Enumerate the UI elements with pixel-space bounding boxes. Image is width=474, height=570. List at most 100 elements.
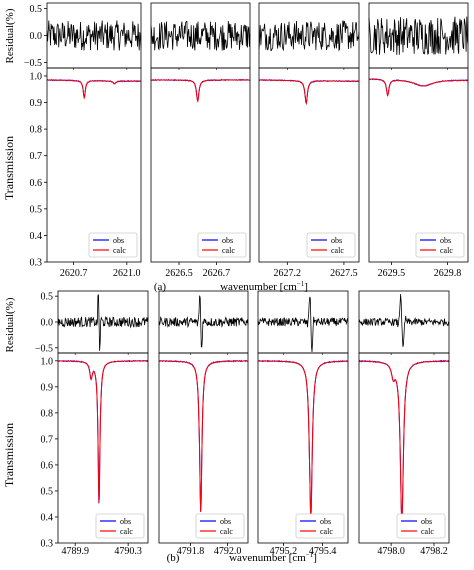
y-tick-label: 0.8: [41, 408, 54, 419]
panel-label-a: (a): [154, 281, 167, 293]
y-tick-label: 1.0: [41, 356, 54, 367]
legend-label: calc: [440, 246, 453, 255]
x-tick-label: 4789.9: [61, 546, 89, 557]
residual-y-tick-label: 0.5: [41, 292, 54, 303]
residual-line: [358, 294, 450, 347]
legend-label: calc: [331, 246, 344, 255]
x-tick-label: 4798.0: [377, 546, 405, 557]
residual-y-tick-label: 0.0: [41, 318, 54, 329]
y-tick-label: 0.7: [41, 434, 54, 445]
transmission-ylabel-b: Transmission: [2, 423, 16, 487]
transmission-frame: [358, 352, 450, 544]
y-tick-label: 0.9: [41, 382, 54, 393]
legend-box: [396, 513, 446, 539]
residual-ylabel-a: Residual(%): [4, 8, 16, 63]
residual-y-tick-label: −0.5: [35, 343, 53, 354]
calc-line: [58, 360, 148, 504]
legend-label: obs: [113, 236, 124, 245]
y-tick-label: 0.3: [41, 539, 54, 550]
residual-line: [57, 294, 149, 351]
y-tick-label: 0.6: [30, 178, 43, 189]
calc-line: [151, 79, 250, 103]
x-tick-label: 4792.0: [214, 546, 242, 557]
residual-y-tick-label: 0.0: [30, 31, 43, 42]
x-tick-label: 2626.7: [203, 268, 231, 279]
legend-label: obs: [331, 236, 342, 245]
obs-line: [258, 78, 360, 106]
legend-box: [95, 513, 145, 539]
obs-line: [150, 78, 251, 102]
legend-box: [195, 513, 245, 539]
transmission-frame: [258, 67, 360, 263]
x-tick-label: 2627.5: [330, 268, 358, 279]
legend-label: obs: [440, 236, 451, 245]
legend-label: calc: [120, 527, 133, 536]
residual-line: [368, 16, 469, 55]
y-tick-label: 0.7: [30, 151, 43, 162]
x-tick-label: 2621.0: [113, 268, 141, 279]
x-tick-label: 4795.2: [270, 546, 298, 557]
y-tick-label: 0.3: [30, 258, 43, 269]
y-tick-label: 0.9: [30, 98, 43, 109]
obs-line: [57, 359, 149, 504]
residual-y-tick-label: 0.5: [30, 4, 43, 15]
legend-label: calc: [421, 527, 434, 536]
residual-y-tick-label: −0.5: [24, 58, 42, 69]
calc-line: [159, 360, 248, 512]
transmission-frame: [57, 352, 149, 544]
residual-ylabel-b: Residual(%): [4, 297, 16, 352]
calc-line: [47, 79, 141, 100]
legend-label: calc: [320, 527, 333, 536]
y-tick-label: 0.4: [41, 512, 54, 523]
obs-line: [158, 359, 248, 512]
legend-label: obs: [220, 517, 231, 526]
x-tick-label: 4790.3: [114, 546, 142, 557]
legend-label: calc: [113, 246, 126, 255]
x-tick-label: 2629.5: [378, 268, 406, 279]
legend-label: obs: [421, 517, 432, 526]
y-tick-label: 0.8: [30, 125, 43, 136]
xlabel-a: wavenumber [cm−1]: [220, 280, 308, 293]
legend-box: [197, 232, 247, 258]
y-tick-label: 0.6: [41, 460, 54, 471]
x-tick-label: 4791.8: [177, 546, 205, 557]
transmission-frame: [46, 67, 142, 263]
legend-label: obs: [320, 517, 331, 526]
legend-box: [415, 232, 465, 258]
legend-box: [88, 232, 138, 258]
y-tick-label: 0.5: [30, 204, 43, 215]
y-tick-label: 0.5: [41, 486, 54, 497]
transmission-ylabel-a: Transmission: [2, 136, 16, 200]
x-tick-label: 2620.7: [60, 268, 88, 279]
x-tick-label: 2627.2: [274, 268, 302, 279]
legend-label: calc: [222, 246, 235, 255]
residual-line: [150, 20, 251, 51]
legend-box: [295, 513, 345, 539]
transmission-frame: [257, 352, 349, 544]
calc-line: [258, 360, 348, 517]
legend-label: obs: [222, 236, 233, 245]
residual-line: [258, 20, 360, 52]
transmission-frame: [158, 352, 249, 544]
calc-line: [369, 78, 468, 96]
x-tick-label: 4795.4: [309, 546, 337, 557]
residual-line: [46, 20, 142, 51]
calc-line: [359, 360, 449, 520]
y-tick-label: 1.0: [30, 71, 43, 82]
legend-label: calc: [220, 527, 233, 536]
transmission-frame: [150, 67, 251, 263]
x-tick-label: 2626.5: [165, 268, 193, 279]
